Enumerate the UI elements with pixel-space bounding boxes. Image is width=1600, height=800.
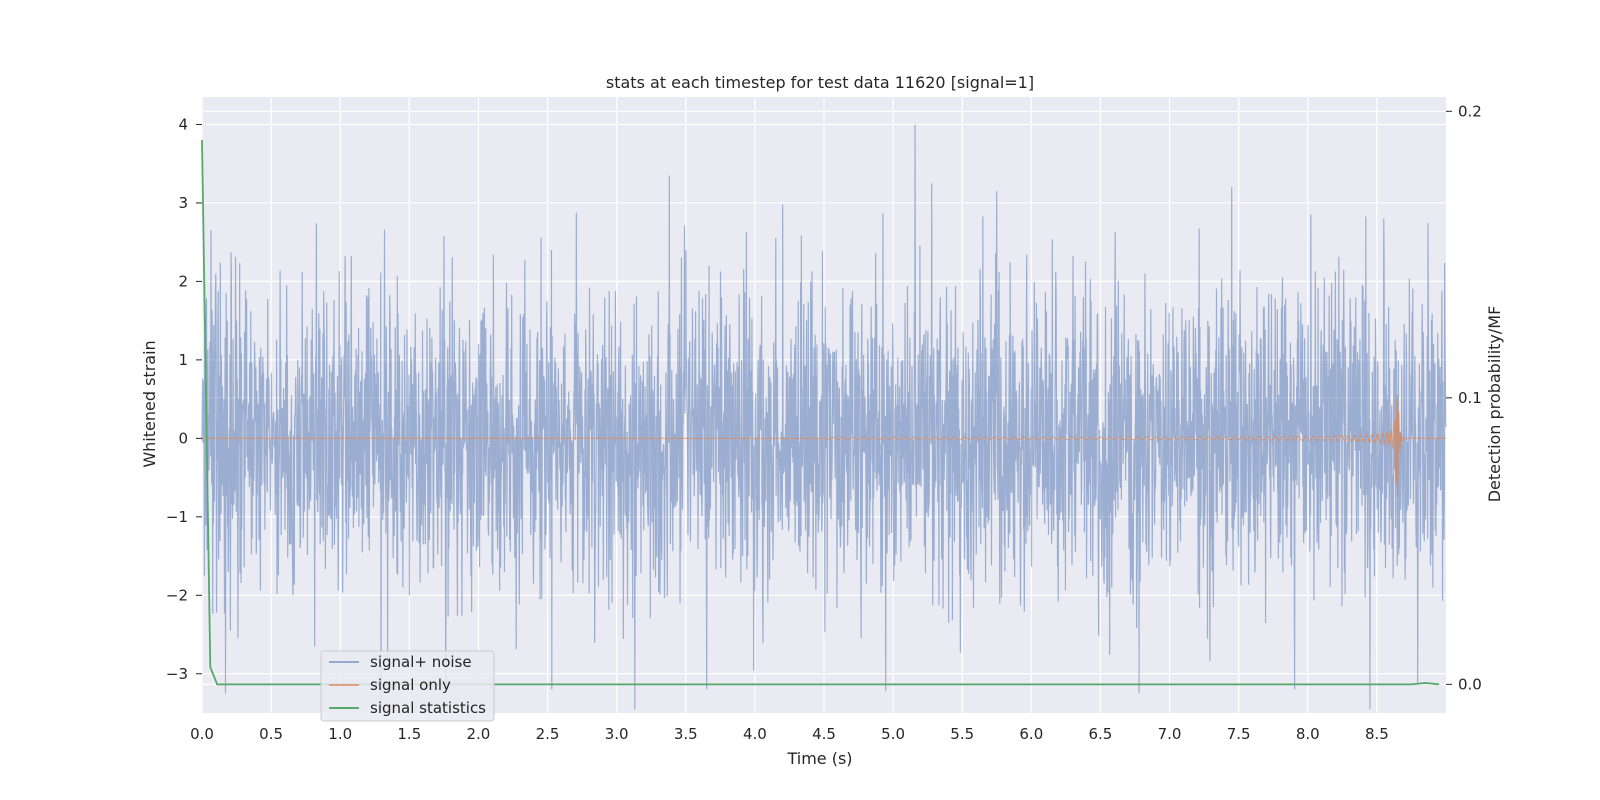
x-tick-label: 5.0 [881,725,905,743]
y-tick-label: 3 [178,194,188,212]
y2-axis: 0.2 0.1 0.0 [1446,102,1482,693]
signal-only-line [202,394,1446,498]
x-tick-label: 4.0 [743,725,767,743]
y2-tick-label: 0.2 [1458,102,1482,120]
legend-label-signal-only: signal only [370,676,451,694]
x-tick-label: 7.0 [1158,725,1182,743]
x-tick-label: 0.0 [190,725,214,743]
x-tick-label: 5.5 [950,725,974,743]
y-tick-label: −2 [166,586,188,604]
chart-title: stats at each timestep for test data 116… [606,73,1034,92]
x-tick-label: 1.0 [328,725,352,743]
x-tick-label: 6.0 [1019,725,1043,743]
y-tick-label: 2 [178,272,188,290]
y-tick-label: 0 [178,429,188,447]
signal-only-series [202,394,1446,498]
signal-statistics-line [201,139,1440,686]
x-tick-label: 3.5 [674,725,698,743]
x-tick-label: 3.0 [605,725,629,743]
y-tick-label: 1 [178,351,188,369]
signal-noise-line [201,124,1447,710]
x-tick-label: 1.5 [397,725,421,743]
x-tick-label: 4.5 [812,725,836,743]
signal-statistics-series [201,139,1440,686]
y-axis: 4 3 2 1 0 −1 −2 −3 [166,115,202,683]
x-tick-label: 2.0 [467,725,491,743]
y-axis-label: Whitened strain [140,340,159,467]
legend-label-signal-statistics: signal statistics [370,699,486,717]
x-tick-label: 8.0 [1296,725,1320,743]
x-axis: 0.0 0.5 1.0 1.5 2.0 2.5 3.0 3.5 4.0 4.5 5.0 5.5 6.0 6… [190,725,1389,743]
x-tick-label: 6.5 [1089,725,1113,743]
y2-tick-label: 0.1 [1458,389,1482,407]
x-tick-label: 2.5 [536,725,560,743]
y-tick-label: −1 [166,508,188,526]
y-tick-label: −3 [166,665,188,683]
legend-label-signal-noise: signal+ noise [370,653,472,671]
signal-noise-series [201,124,1447,710]
y-tick-label: 4 [178,115,188,133]
legend: signal+ noise signal only signal statist… [320,650,495,722]
y2-axis-label: Detection probability/MF [1485,306,1504,503]
x-axis-label: Time (s) [786,749,852,768]
y2-tick-label: 0.0 [1458,675,1482,693]
x-tick-label: 0.5 [259,725,283,743]
x-tick-label: 7.5 [1227,725,1251,743]
legend-box [320,650,495,722]
x-tick-label: 8.5 [1365,725,1389,743]
